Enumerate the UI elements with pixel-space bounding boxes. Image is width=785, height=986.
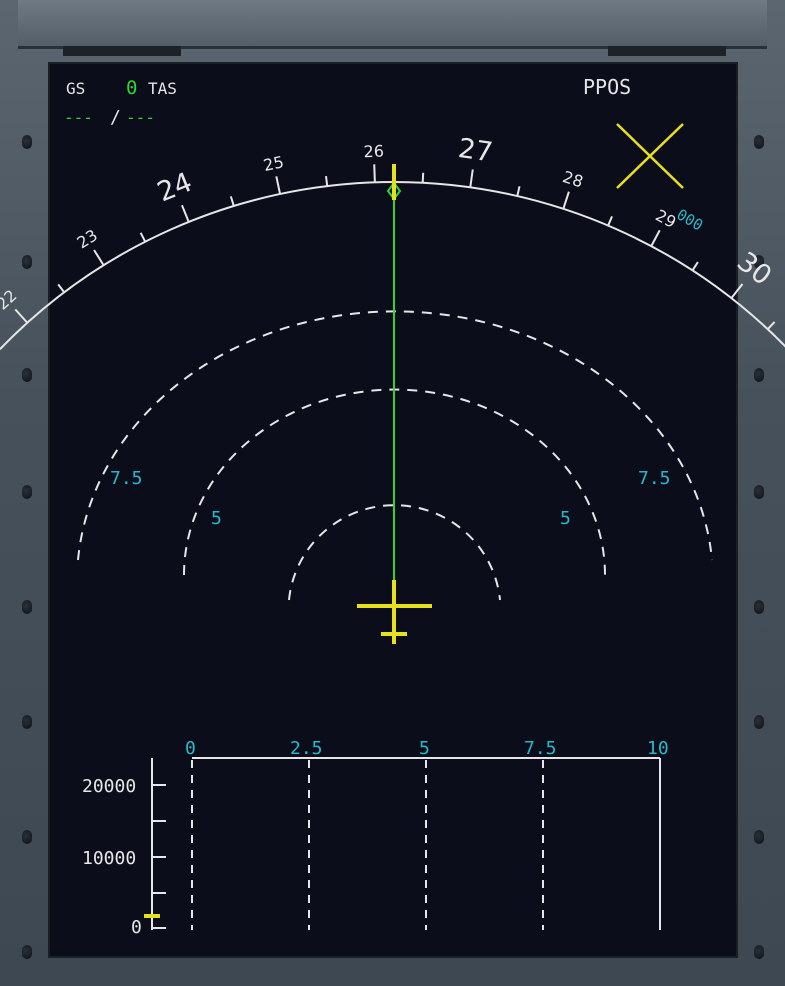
compass-tick — [469, 169, 474, 188]
bezel-bolt — [754, 945, 764, 959]
compass-tick — [93, 249, 105, 266]
range-label-middle-left: 5 — [211, 508, 222, 529]
bezel-top-lip — [18, 0, 767, 56]
bezel-slot-left — [63, 46, 181, 56]
bezel-bolt — [754, 485, 764, 499]
vertical-display: 0 2.5 5 7.5 10 20000 10000 0 — [82, 738, 669, 938]
position-cross-icon — [616, 123, 684, 189]
aircraft-symbol-icon — [357, 580, 432, 644]
compass-heading-label: 26 — [363, 142, 384, 162]
bezel-bolt — [754, 830, 764, 844]
vd-distance-label: 10 — [647, 738, 669, 759]
compass-heading-label: 28 — [560, 167, 585, 191]
bezel-bolt — [22, 945, 32, 959]
vd-altitude-label: 20000 — [82, 776, 136, 797]
bezel-bolt — [22, 830, 32, 844]
mode-label: PPOS — [583, 75, 631, 99]
bezel-bolt — [22, 135, 32, 149]
compass-tick — [275, 176, 282, 195]
compass-heading-label: 25 — [262, 152, 286, 175]
compass-tick — [516, 186, 521, 197]
speed-dashes-right: --- — [126, 108, 155, 127]
vd-distance-label: 0 — [185, 738, 196, 759]
compass-tick — [57, 283, 66, 293]
compass-heading-label: 30 — [731, 246, 777, 292]
bezel-bolt — [754, 135, 764, 149]
vd-distance-label: 2.5 — [290, 738, 323, 759]
range-label-outer-right: 7.5 — [638, 468, 671, 489]
vd-altitude-label: 10000 — [82, 848, 136, 869]
speed-dashes-left: --- — [64, 108, 93, 127]
bezel-bolt — [22, 485, 32, 499]
bezel-bolt — [22, 715, 32, 729]
vd-altitude-label: 0 — [131, 917, 142, 938]
compass-tick — [607, 215, 613, 226]
bezel-bolt — [22, 255, 32, 269]
compass-tick — [650, 229, 661, 247]
bezel-bolt — [754, 600, 764, 614]
compass-arc — [0, 181, 785, 351]
compass-heading-label: 23 — [74, 226, 101, 253]
range-label-outer-left: 7.5 — [110, 468, 143, 489]
speed-separator: / — [110, 107, 121, 128]
bezel-bolt — [754, 368, 764, 382]
vd-distance-label: 5 — [419, 738, 430, 759]
compass-tick — [325, 176, 329, 187]
bezel-bolt — [22, 368, 32, 382]
compass-tick — [14, 308, 29, 324]
gs-value: 0 — [126, 77, 137, 99]
compass-tick — [229, 196, 235, 207]
compass-tick — [139, 232, 147, 243]
compass-tick — [767, 321, 776, 330]
compass-tick — [562, 191, 570, 210]
compass-heading-label: 27 — [456, 133, 494, 168]
compass-heading-label: 22 — [0, 286, 20, 314]
bezel-bolt — [22, 600, 32, 614]
compass-tick — [373, 164, 376, 183]
bezel-bolt — [754, 715, 764, 729]
gs-label: GS — [66, 79, 85, 98]
compass-tick — [730, 283, 744, 299]
compass-tick — [421, 172, 425, 183]
compass-tick — [691, 261, 699, 271]
range-label-middle-right: 5 — [560, 508, 571, 529]
bezel-bolt — [754, 255, 764, 269]
wind-readout: 000 — [674, 205, 706, 234]
tas-label: TAS — [148, 79, 177, 98]
compass-heading-label: 24 — [153, 167, 196, 209]
bezel-slot-right — [608, 46, 726, 56]
vd-distance-label: 7.5 — [524, 738, 557, 759]
compass-tick — [181, 204, 190, 223]
